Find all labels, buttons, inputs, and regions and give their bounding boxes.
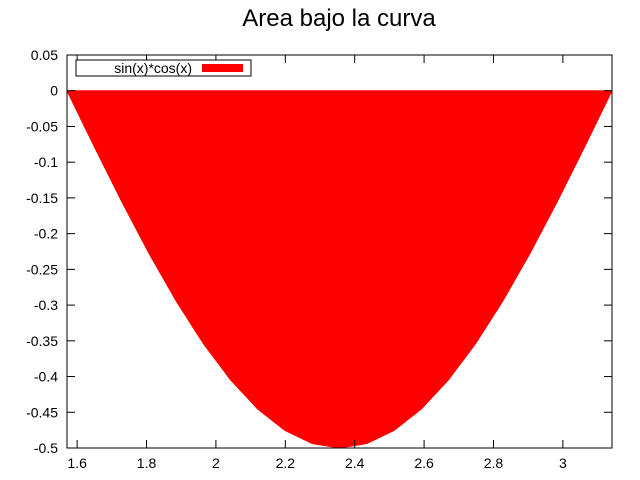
x-tick-label: 3	[559, 455, 567, 471]
y-tick-label: -0.15	[26, 190, 58, 206]
area-series-0	[66, 90, 613, 449]
x-tick-label: 2.2	[276, 455, 296, 471]
x-tick-label: 2	[212, 455, 220, 471]
chart-title: Area bajo la curva	[242, 5, 436, 32]
y-tick-label: -0.05	[26, 118, 58, 134]
legend: sin(x)*cos(x)	[75, 59, 252, 77]
x-tick-label: 1.6	[67, 455, 87, 471]
y-tick-label: -0.25	[26, 261, 58, 277]
y-tick-label: -0.3	[34, 297, 58, 313]
y-tick-label: -0.35	[26, 333, 58, 349]
y-tick-label: 0.05	[31, 47, 58, 63]
x-tick-label: 2.6	[414, 455, 434, 471]
y-tick-label: -0.2	[34, 226, 58, 242]
y-tick-label: -0.4	[34, 369, 58, 385]
y-tick-label: 0	[50, 83, 58, 99]
legend-label: sin(x)*cos(x)	[114, 60, 192, 76]
legend-swatch	[202, 64, 243, 72]
x-tick-label: 1.8	[137, 455, 157, 471]
y-tick-label: -0.5	[34, 440, 58, 456]
x-tick-label: 2.4	[345, 455, 365, 471]
area-layer	[66, 90, 613, 449]
y-tick-label: -0.1	[34, 154, 58, 170]
y-tick-label: -0.45	[26, 404, 58, 420]
ticks-layer: 1.6 1.8 2 2.2 2.4 2.6 2.8 3 0.05 0 -0.05 -0.1 -0.15 -…	[26, 47, 612, 471]
x-tick-label: 2.8	[484, 455, 504, 471]
plot-frame	[66, 54, 613, 449]
